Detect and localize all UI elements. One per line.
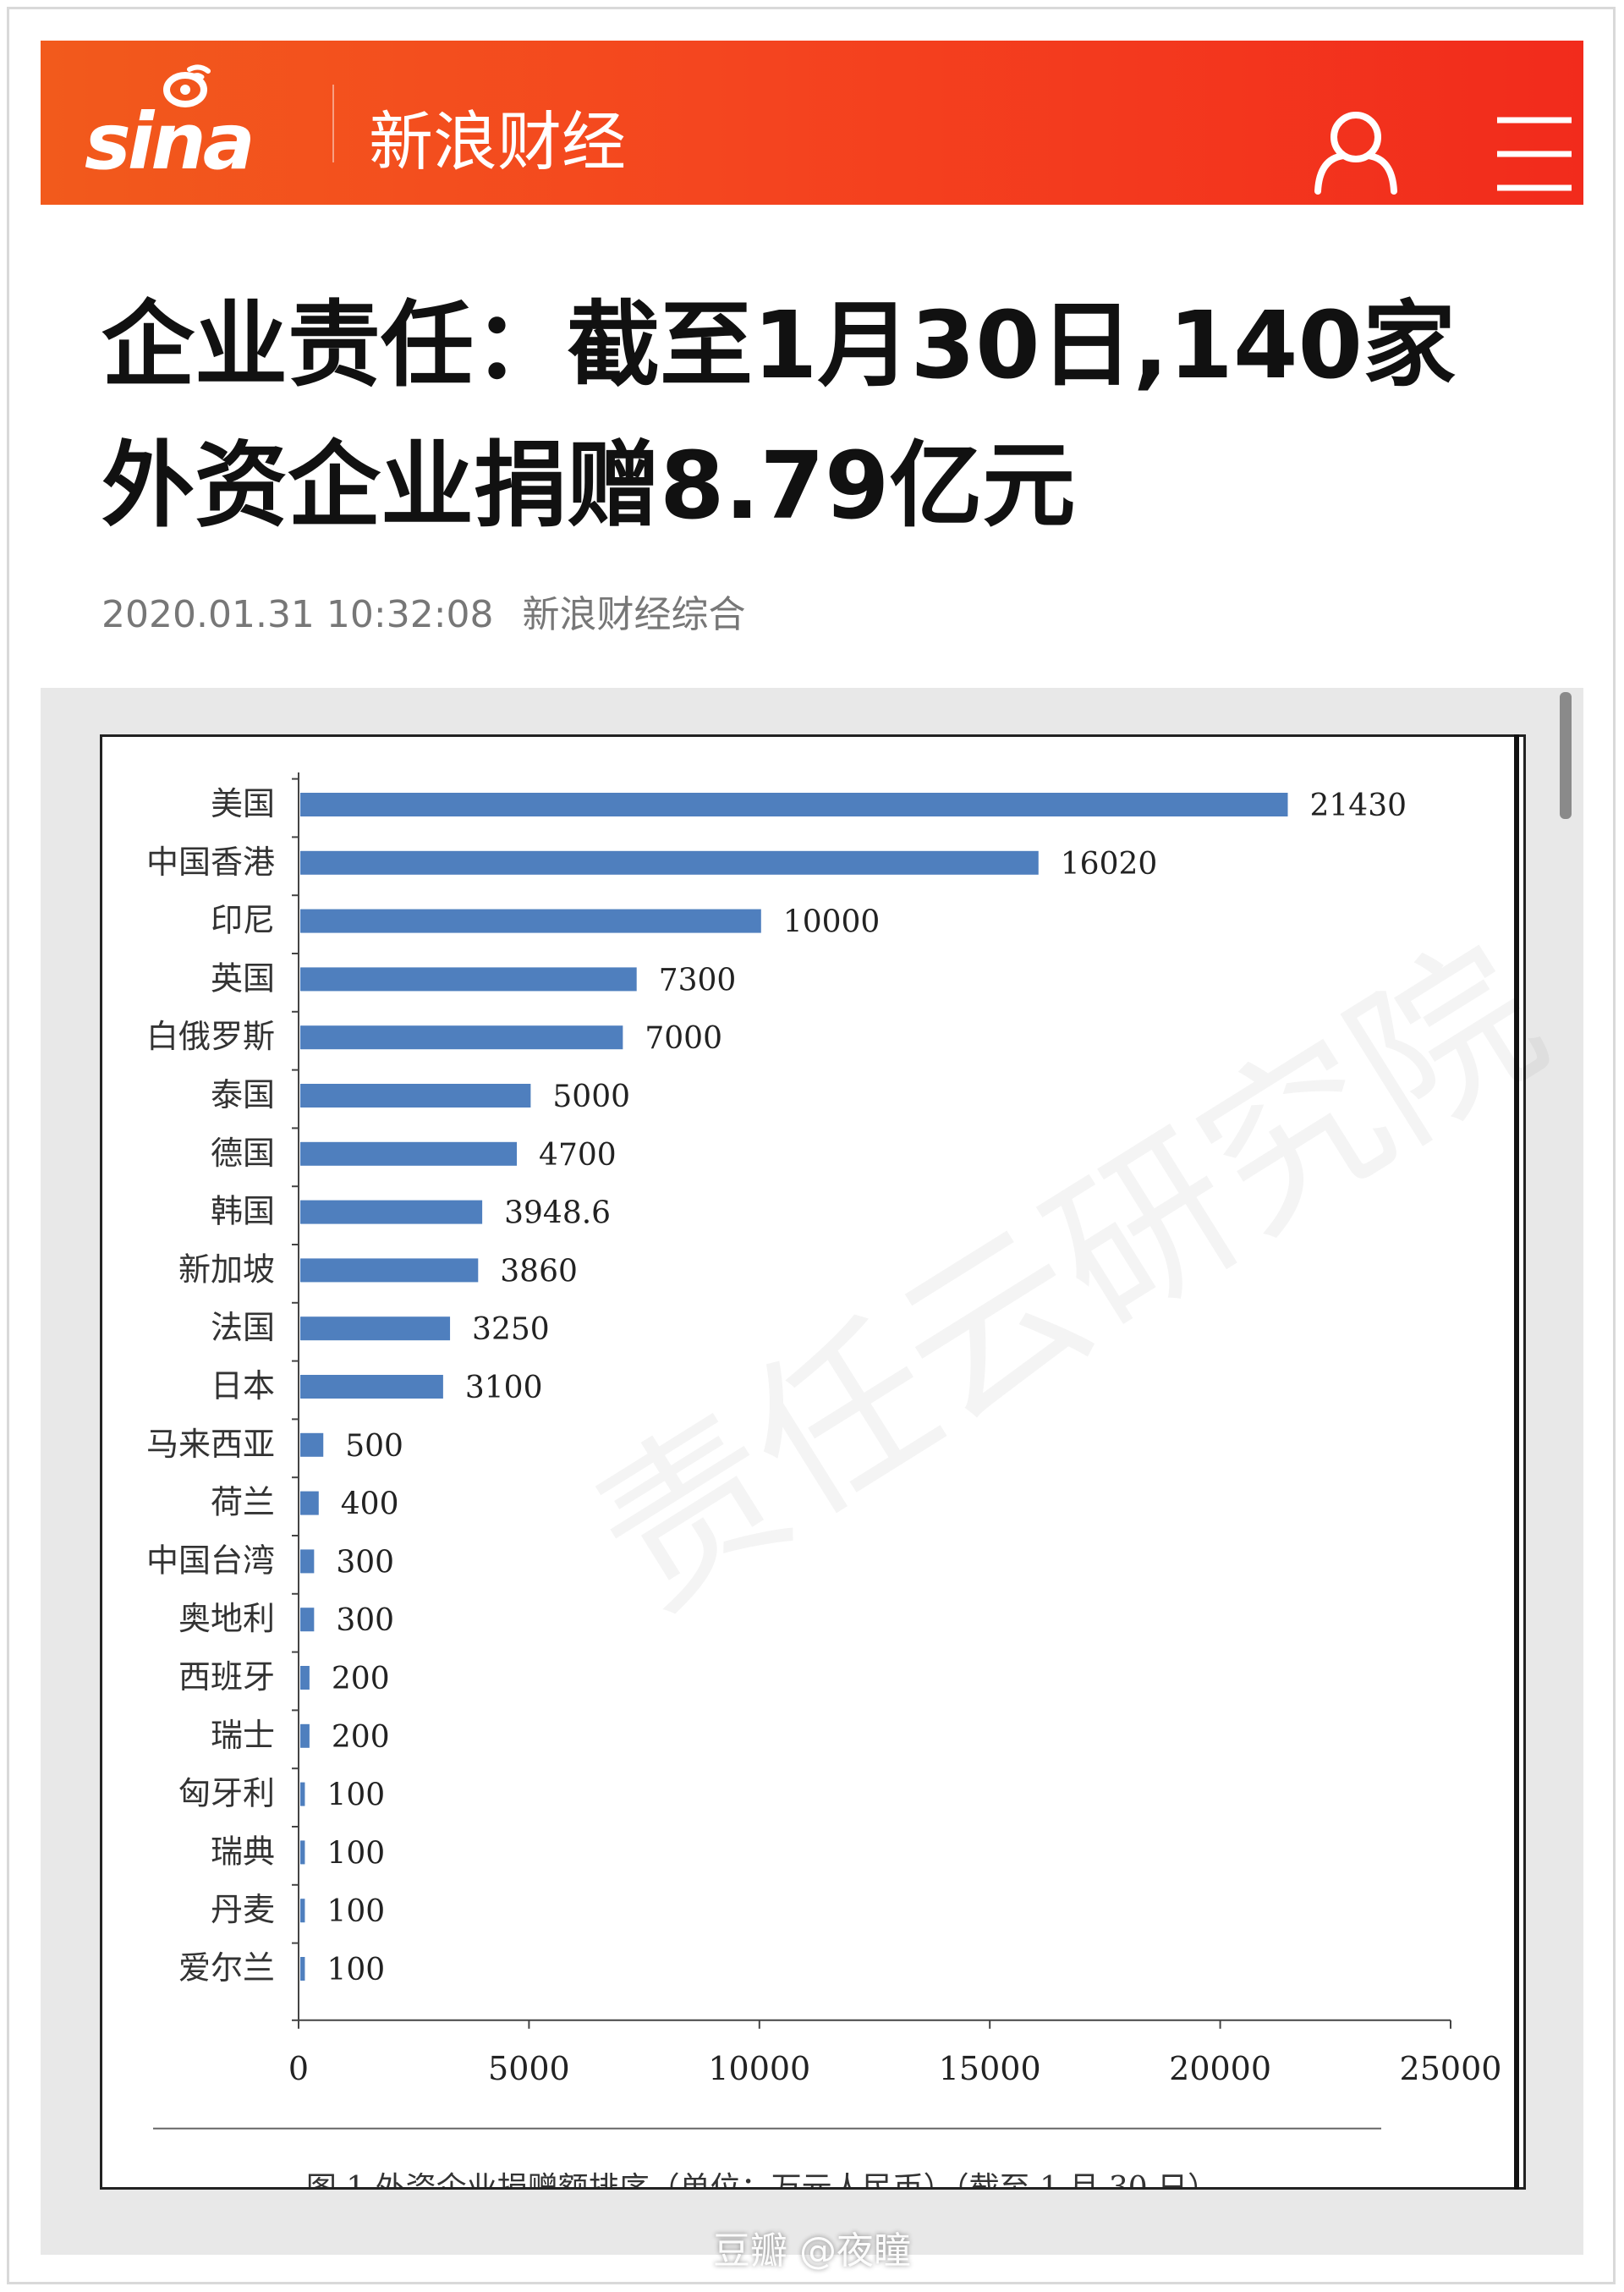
category-label: 马来西亚 [146, 1426, 275, 1463]
footer-watermark: 豆瓣 @夜瞳 [713, 2229, 911, 2273]
category-label: 丹麦 [211, 1891, 275, 1928]
category-label: 中国香港 [146, 844, 275, 881]
value-label: 10000 [783, 905, 881, 940]
category-label: 法国 [211, 1309, 275, 1346]
bar [300, 1608, 315, 1632]
value-label: 16020 [1061, 847, 1158, 882]
bar [300, 1258, 479, 1283]
category-label: 瑞典 [211, 1833, 275, 1870]
x-tick-label: 25000 [1400, 2050, 1502, 2087]
category-label: 中国台湾 [146, 1542, 275, 1579]
value-label: 100 [326, 1953, 385, 1987]
bar [300, 1200, 483, 1224]
sina-logo[interactable]: sina [85, 59, 288, 187]
x-tick-label: 20000 [1169, 2050, 1271, 2087]
user-icon [1314, 112, 1397, 195]
bar [300, 1025, 623, 1050]
article-source[interactable]: 新浪财经综合 [522, 593, 746, 636]
x-tick-label: 5000 [488, 2050, 570, 2087]
section-title[interactable]: 新浪财经 [369, 104, 626, 179]
value-label: 400 [341, 1487, 399, 1522]
value-label: 200 [332, 1662, 390, 1696]
category-label: 英国 [211, 959, 275, 997]
value-label: 300 [336, 1545, 394, 1580]
value-label: 100 [326, 1836, 385, 1871]
category-label: 白俄罗斯 [146, 1018, 275, 1055]
bar [300, 1899, 305, 1923]
chart-frame: 美国 21430 中国香港 16020 印尼 10000 英国 7300 白俄罗斯 7000 泰国 5… [100, 734, 1526, 2206]
bar [300, 1432, 324, 1457]
value-label: 7300 [659, 963, 737, 998]
site-header: sina 新浪财经 [41, 41, 1583, 205]
value-label: 3250 [472, 1312, 550, 1347]
bar [300, 909, 761, 933]
bar [300, 1549, 315, 1574]
category-label: 爱尔兰 [178, 1949, 275, 1987]
article-title: 企业责任：截至1月30日,140家外资企业捐赠8.79亿元 [102, 291, 1457, 540]
value-label: 200 [332, 1720, 390, 1755]
category-label: 韩国 [211, 1193, 275, 1230]
bar [300, 1782, 305, 1806]
bar [300, 1957, 305, 1981]
header-divider [332, 85, 334, 162]
category-label: 日本 [211, 1367, 275, 1404]
bar [300, 1840, 305, 1865]
bar [300, 793, 1288, 816]
bar [300, 1666, 310, 1690]
value-label: 100 [326, 1778, 385, 1813]
value-label: 500 [345, 1429, 403, 1464]
value-label: 4700 [539, 1138, 617, 1173]
article-meta: 2020.01.31 10:32:08 新浪财经综合 [102, 584, 746, 638]
donation-bar-chart: 美国 21430 中国香港 16020 印尼 10000 英国 7300 白俄罗斯 7000 泰国 5… [146, 772, 1502, 2206]
bar [300, 1375, 443, 1399]
value-label: 100 [326, 1894, 385, 1929]
chart-shadow [1514, 734, 1519, 2190]
category-label: 荷兰 [211, 1484, 275, 1521]
value-label: 3100 [465, 1371, 543, 1405]
menu-button[interactable] [1494, 112, 1575, 196]
logo-text: sina [85, 96, 255, 187]
figure-scrollbar[interactable] [1560, 692, 1572, 819]
x-tick-label: 0 [288, 2050, 309, 2087]
bar [300, 1141, 518, 1166]
x-tick-label: 15000 [939, 2050, 1041, 2087]
value-label: 5000 [552, 1080, 630, 1114]
chart-caption: 图 1 外资企业捐赠额排序（单位：万元人民币）（截至 1 月 30 日） [306, 2171, 1218, 2187]
category-label: 美国 [211, 785, 275, 822]
publish-date: 2020.01.31 10:32:08 [102, 593, 494, 636]
category-label: 印尼 [211, 902, 275, 939]
category-label: 西班牙 [178, 1658, 275, 1696]
bar [300, 850, 1039, 875]
bar [300, 1084, 531, 1108]
value-label: 7000 [645, 1021, 722, 1056]
bar [300, 1491, 319, 1515]
value-label: 3948.6 [504, 1196, 611, 1231]
bar [300, 1723, 310, 1748]
value-label: 21430 [1310, 789, 1407, 823]
user-button[interactable] [1309, 107, 1402, 200]
category-label: 匈牙利 [178, 1775, 275, 1812]
logo-eye-icon [163, 64, 211, 107]
bar [300, 967, 637, 992]
x-tick-label: 10000 [708, 2050, 810, 2087]
category-label: 奥地利 [178, 1600, 275, 1637]
value-label: 300 [336, 1603, 394, 1638]
category-label: 新加坡 [178, 1250, 275, 1288]
category-label: 泰国 [211, 1076, 275, 1113]
category-label: 德国 [211, 1135, 275, 1172]
menu-icon [1497, 117, 1572, 191]
value-label: 3860 [500, 1254, 578, 1289]
category-label: 瑞士 [211, 1717, 275, 1754]
bar [300, 1316, 451, 1341]
